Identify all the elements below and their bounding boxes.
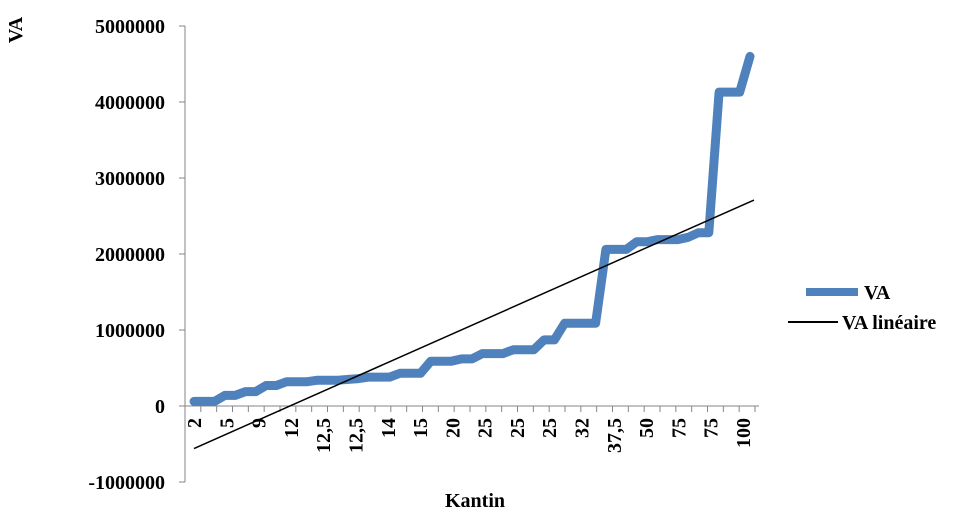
y-tick-label: 1000000 [95,320,165,342]
x-tick-label: 25 [539,418,561,438]
x-tick-label: 75 [668,418,690,438]
x-tick-label: 25 [475,418,497,438]
x-tick-label: 2 [184,418,206,428]
x-tick-label: 12,5 [346,418,368,453]
x-tick-label: 12 [281,418,303,438]
x-tick-label: 15 [410,418,432,438]
trendline-va-lineaire [193,199,755,450]
y-axis: -1000000 0 1000000 2000000 3000000 4000000 500… [88,16,186,494]
x-tick-label: 37,5 [604,418,626,453]
x-tick-label: 12,5 [313,418,335,453]
x-tick-label: 9 [249,418,271,428]
y-axis-title: VA [5,16,27,43]
x-tick-label: 20 [442,418,464,438]
y-tick-label: 4000000 [95,92,165,114]
series-line-va [189,51,755,406]
x-tick-label: 32 [572,418,594,438]
legend-label-va-lineaire: VA linéaire [842,312,936,334]
y-tick-label: -1000000 [88,472,165,494]
x-tick-label: 25 [507,418,529,438]
x-tick-label: 75 [701,418,723,438]
x-tick-label: 100 [733,418,755,448]
legend-label-va: VA [864,282,891,304]
y-tick-label: 5000000 [95,16,165,38]
y-tick-label: 0 [155,396,165,418]
y-tick-label: 3000000 [95,168,165,190]
legend: VA VA linéaire [788,282,936,334]
x-tick-label: 5 [216,418,238,428]
x-tick-label: 14 [378,418,400,438]
y-tick-label: 2000000 [95,244,165,266]
x-axis-title: Kantin [445,490,505,512]
x-tick-label: 50 [636,418,658,438]
x-axis: 2 5 9 12 12,5 12,5 14 15 20 25 25 25 32 37,5 50 75 75 100 [184,405,759,453]
plot-series [189,51,755,450]
